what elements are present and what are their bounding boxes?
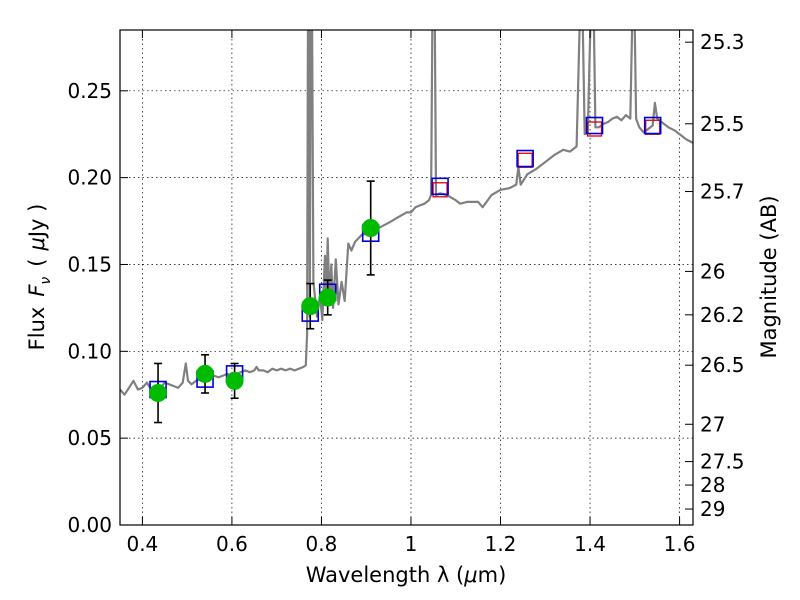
model-band-marker — [585, 116, 604, 135]
x-tick-label: 0.4 — [126, 532, 158, 556]
observed-marker — [301, 297, 320, 316]
y-axis: 0.00 0.05 0.10 0.15 0.20 0.25 — [67, 79, 128, 537]
x-tick-label: 0.6 — [216, 532, 248, 556]
y-axis-label: FluxFν(μJy ) — [25, 204, 54, 351]
x-axis-label: Wavelength λ (μm) — [306, 563, 507, 587]
observed-marker — [361, 219, 380, 237]
observed-photometry-layer — [149, 180, 380, 424]
model-band-marker — [431, 177, 449, 196]
y-tick-label: 0.10 — [67, 339, 112, 363]
mag-tick-label: 26 — [700, 259, 725, 283]
mag-tick-label: 26.2 — [700, 303, 745, 327]
y-tick-label: 0.25 — [67, 79, 112, 103]
model-band-marker-alt — [586, 121, 603, 137]
x-tick-label: 1.4 — [574, 532, 606, 556]
model-band-marker — [643, 116, 662, 135]
mag-tick-label: 28 — [700, 473, 725, 497]
x-tick-label: 1.6 — [664, 532, 696, 556]
observed-point — [301, 282, 320, 330]
grid — [120, 30, 693, 525]
x-tick-label: 1 — [405, 532, 418, 556]
observed-marker — [225, 371, 244, 390]
x-tick-label: 0.8 — [306, 532, 338, 556]
mag-tick-label: 25.7 — [700, 180, 745, 204]
plot-area — [120, 30, 693, 525]
mag-tick-label: 27 — [700, 412, 725, 436]
observed-point — [318, 279, 337, 316]
observed-marker — [149, 384, 168, 402]
observed-point — [196, 353, 215, 394]
x-axis: 0.4 0.6 0.8 1 1.2 1.4 1.6 — [126, 30, 695, 556]
model-band-marker-alt — [432, 182, 448, 198]
observed-marker — [318, 288, 337, 307]
model-band-marker — [516, 149, 534, 168]
y-tick-label: 0.20 — [67, 166, 112, 190]
y-tick-label: 0.00 — [67, 513, 112, 537]
observed-marker — [196, 364, 215, 383]
model-spectrum-line — [120, 30, 693, 396]
y2-axis-label: Magnitude (AB) — [757, 195, 781, 358]
mag-tick-label: 25.3 — [700, 30, 745, 54]
mag-tick-label: 27.5 — [700, 450, 745, 474]
mag-tick-label: 25.5 — [700, 112, 745, 136]
axes-frame — [119, 29, 694, 526]
observed-point — [361, 180, 380, 276]
y-tick-label: 0.15 — [67, 252, 112, 276]
model-spectrum-layer — [120, 30, 693, 396]
observed-point — [149, 362, 168, 424]
y-tick-label: 0.05 — [67, 426, 112, 450]
x-tick-label: 1.2 — [485, 532, 517, 556]
observed-point — [225, 362, 244, 400]
mag-tick-label: 26.5 — [700, 353, 745, 377]
mag-tick-label: 29 — [700, 497, 725, 521]
